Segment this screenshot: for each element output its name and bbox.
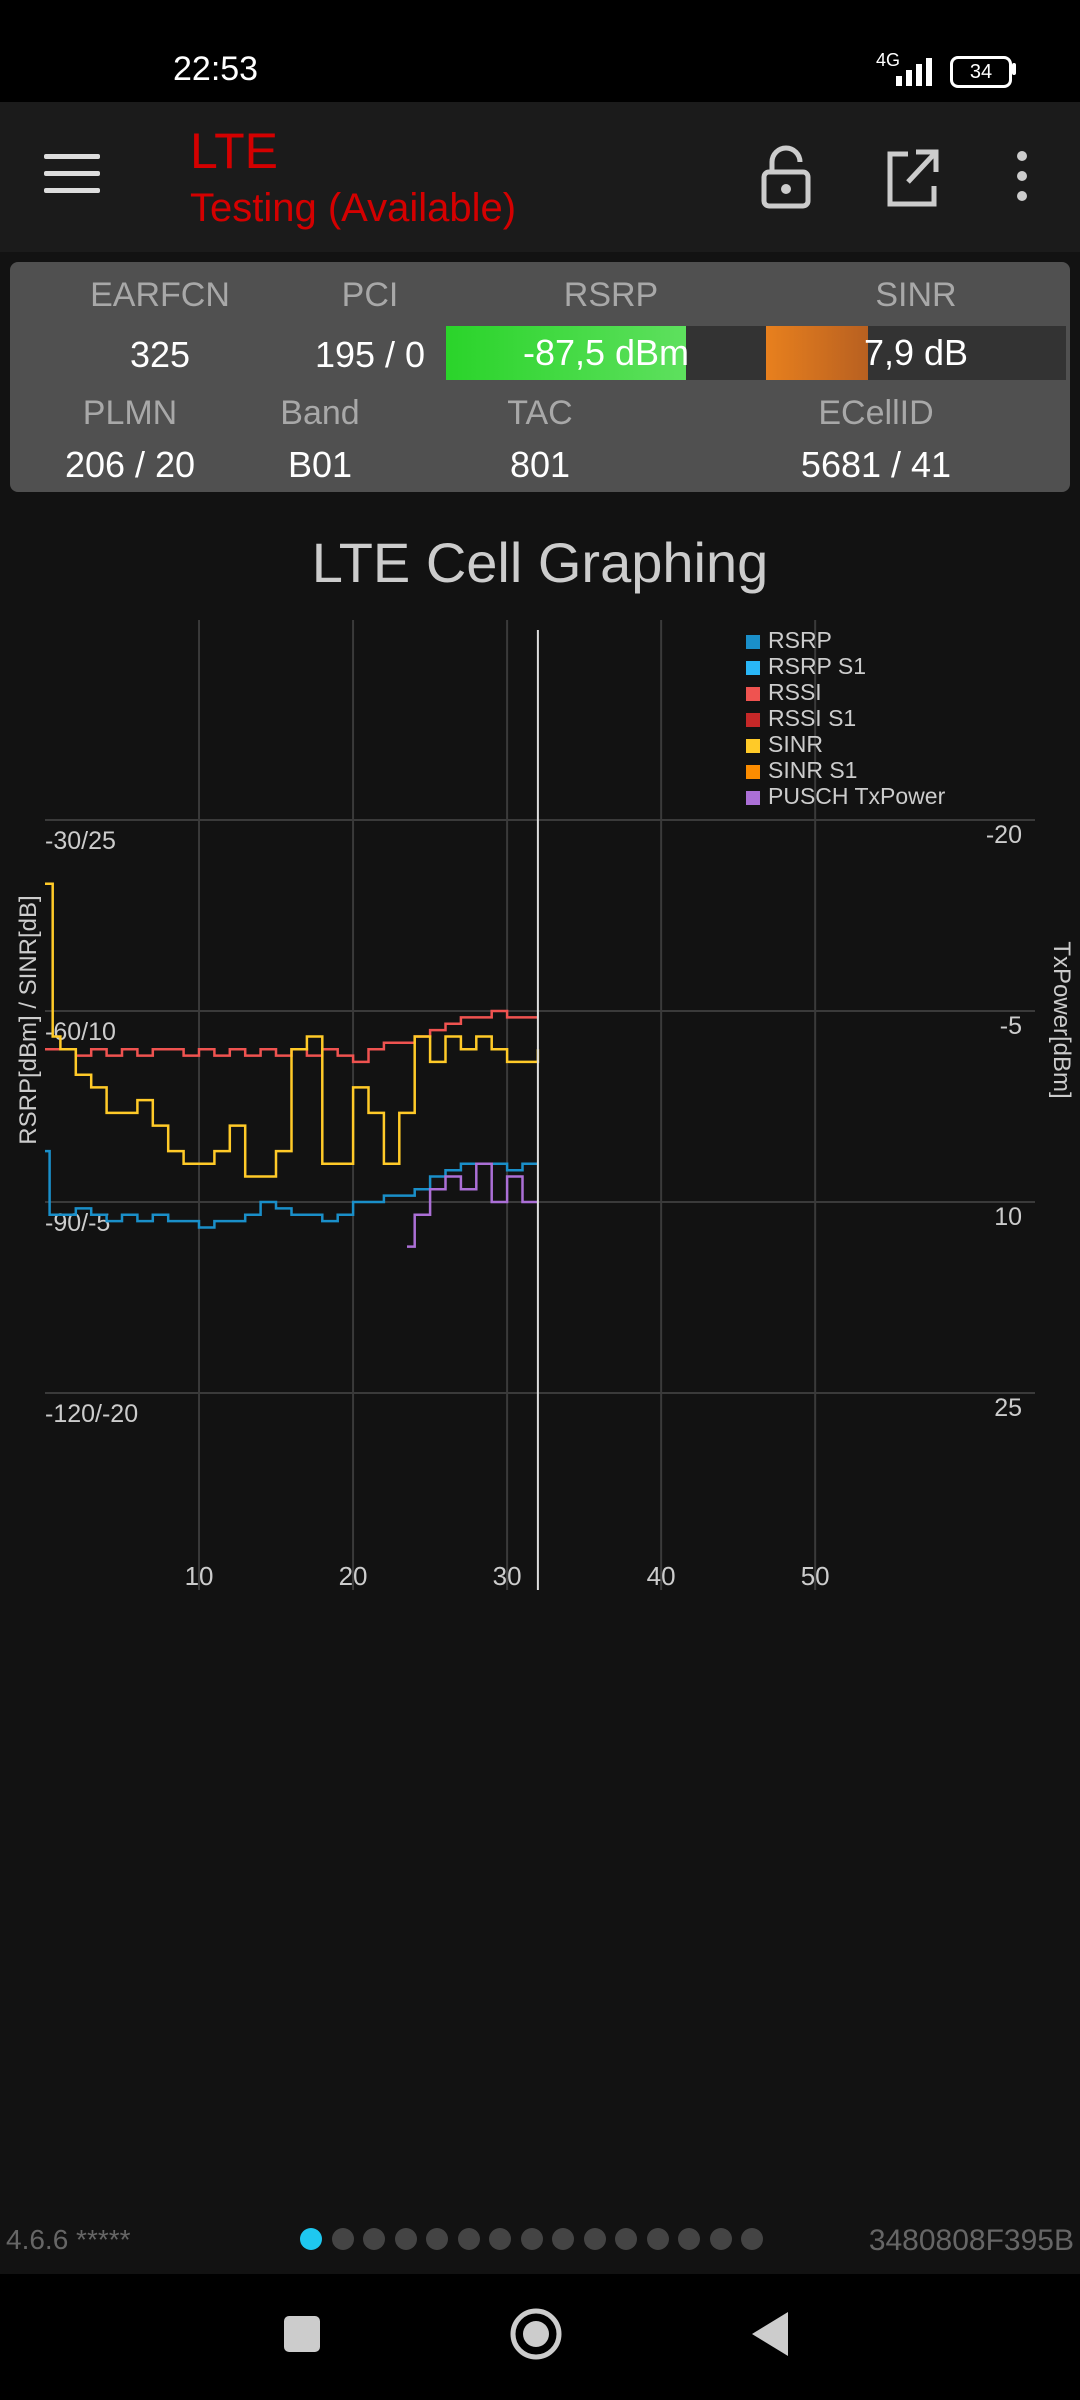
sinr-value: 7,9 dB xyxy=(863,332,969,373)
legend-entry: RSRP xyxy=(768,627,832,653)
band-value: B01 xyxy=(287,444,353,485)
x-tick-label: 10 xyxy=(185,1561,214,1591)
app-title: LTE xyxy=(190,123,278,179)
page-dot[interactable] xyxy=(709,2228,732,2250)
series-sinr xyxy=(45,882,540,1178)
legend-entry: RSRP S1 xyxy=(768,653,866,679)
right-tick-label: 25 xyxy=(994,1394,1022,1422)
page-dot[interactable] xyxy=(646,2228,669,2250)
rsrp-bar-fill xyxy=(446,326,686,380)
tac-label: TAC xyxy=(507,394,573,432)
page-dot[interactable] xyxy=(426,2228,448,2250)
ecellid-value: 5681 / 41 xyxy=(800,444,952,485)
legend-entry: RSSI S1 xyxy=(768,705,856,731)
back-button[interactable] xyxy=(750,2310,790,2358)
right-axis-label: TxPower[dBm] xyxy=(1048,941,1075,1098)
left-tick-label: -90/-5 xyxy=(45,1209,110,1237)
legend-swatch xyxy=(746,765,760,779)
legend-entry: SINR xyxy=(768,731,823,757)
legend-swatch xyxy=(746,791,760,805)
legend-entry: SINR S1 xyxy=(768,757,857,783)
app-bar: LTE Testing (Available) xyxy=(0,102,1080,252)
right-tick-label: -20 xyxy=(986,821,1022,849)
legend-swatch xyxy=(746,713,760,727)
pci-value: 195 / 0 xyxy=(314,334,426,375)
recents-button[interactable] xyxy=(282,2314,322,2354)
pci-label: PCI xyxy=(341,276,399,314)
battery-icon: 34 xyxy=(950,56,1012,88)
unlock-icon[interactable] xyxy=(756,142,816,212)
x-tick-label: 20 xyxy=(339,1561,368,1591)
page-dot[interactable] xyxy=(489,2228,511,2250)
sinr-bar-fill xyxy=(766,326,868,380)
page-dot[interactable] xyxy=(363,2228,385,2250)
chart-title: LTE Cell Graphing xyxy=(311,531,769,594)
device-id: 3480808F395B xyxy=(868,2224,1074,2257)
system-nav-bar xyxy=(0,2274,1080,2400)
cell-graph[interactable]: 10 20 30 40 50 -30/25 -20 -60/10 -5 -90/-5 10 -120/… xyxy=(0,620,1080,1600)
status-time: 22:53 xyxy=(173,50,259,88)
left-tick-label: -120/-20 xyxy=(45,1400,138,1428)
page-dot[interactable] xyxy=(300,2228,322,2250)
legend-swatch xyxy=(746,635,760,649)
sinr-label: SINR xyxy=(875,276,957,314)
page-dot[interactable] xyxy=(394,2228,417,2250)
rsrp-value: -87,5 dBm xyxy=(522,332,690,373)
signal-icon xyxy=(896,58,932,86)
rsrp-label: RSRP xyxy=(563,276,659,314)
menu-icon[interactable] xyxy=(44,154,100,198)
page-dot[interactable] xyxy=(678,2228,700,2250)
right-tick-label: 10 xyxy=(994,1203,1022,1231)
x-tick-label: 30 xyxy=(493,1561,522,1591)
page-dot[interactable] xyxy=(520,2228,543,2250)
open-external-icon[interactable] xyxy=(882,142,942,212)
series-pusch-txpower xyxy=(407,1162,538,1248)
more-options-icon[interactable] xyxy=(1000,142,1044,212)
left-tick-label: -60/10 xyxy=(45,1018,116,1046)
plmn-label: PLMN xyxy=(82,394,178,432)
app-version: 4.6.6 ***** xyxy=(6,2224,131,2255)
legend-entry: PUSCH TxPower xyxy=(768,783,946,809)
battery-tip xyxy=(1012,63,1016,75)
x-tick-label: 50 xyxy=(801,1561,830,1591)
legend-swatch xyxy=(746,687,760,701)
page-dot[interactable] xyxy=(331,2228,354,2250)
left-tick-label: -30/25 xyxy=(45,827,116,855)
home-button[interactable] xyxy=(508,2306,564,2362)
legend-entry: RSSI xyxy=(768,679,822,705)
legend-swatch xyxy=(746,661,760,675)
tac-value: 801 xyxy=(509,444,571,485)
band-label: Band xyxy=(280,394,360,432)
app-subtitle: Testing (Available) xyxy=(190,186,517,230)
plmn-value: 206 / 20 xyxy=(64,444,196,485)
x-tick-label: 40 xyxy=(647,1561,676,1591)
page-dot[interactable] xyxy=(741,2228,763,2250)
rsrp-bar: -87,5 dBm xyxy=(446,326,766,380)
page-dot[interactable] xyxy=(583,2228,606,2250)
earfcn-label: EARFCN xyxy=(90,276,230,314)
cell-info-panel: EARFCN PCI RSRP SINR 325 195 / 0 -87,5 d… xyxy=(10,262,1070,492)
network-type: 4G xyxy=(876,50,901,70)
right-tick-label: -5 xyxy=(1000,1012,1022,1040)
status-bar: 22:53 4G 34 xyxy=(0,0,1080,102)
series-rsrp xyxy=(45,1149,538,1229)
sinr-bar: 7,9 dB xyxy=(766,326,1066,380)
ecellid-label: ECellID xyxy=(818,394,934,432)
page-dot[interactable] xyxy=(457,2228,480,2250)
legend-swatch xyxy=(746,739,760,753)
earfcn-value: 325 xyxy=(129,334,191,375)
left-axis-label: RSRP[dBm] / SINR[dB] xyxy=(15,895,42,1144)
page-dot[interactable] xyxy=(615,2228,637,2250)
page-dot[interactable] xyxy=(552,2228,574,2250)
